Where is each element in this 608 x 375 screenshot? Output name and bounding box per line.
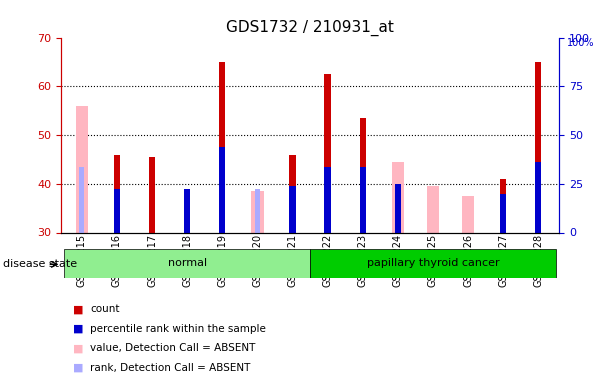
Bar	[392, 162, 404, 232]
Title: GDS1732 / 210931_at: GDS1732 / 210931_at	[226, 20, 394, 36]
Text: value, Detection Call = ABSENT: value, Detection Call = ABSENT	[90, 344, 255, 353]
Bar	[359, 118, 366, 232]
Text: rank, Detection Call = ABSENT: rank, Detection Call = ABSENT	[90, 363, 250, 373]
Bar	[500, 179, 506, 232]
Bar	[500, 194, 506, 232]
Text: percentile rank within the sample: percentile rank within the sample	[90, 324, 266, 334]
Bar	[289, 154, 295, 232]
Text: 100%: 100%	[567, 38, 594, 48]
Bar	[289, 186, 295, 232]
Bar	[535, 62, 542, 232]
Text: ■: ■	[73, 304, 83, 314]
Bar	[359, 166, 366, 232]
Text: disease state: disease state	[3, 260, 77, 269]
Bar	[64, 249, 310, 278]
Bar	[149, 157, 155, 232]
Text: normal: normal	[168, 258, 207, 268]
Bar	[427, 186, 439, 232]
Bar	[462, 196, 474, 232]
Bar	[219, 62, 226, 232]
Bar	[535, 162, 542, 232]
Bar	[255, 189, 260, 232]
Text: papillary thyroid cancer: papillary thyroid cancer	[367, 258, 499, 268]
Bar	[79, 166, 85, 232]
Text: ■: ■	[73, 324, 83, 334]
Text: ■: ■	[73, 363, 83, 373]
Bar	[114, 189, 120, 232]
Bar	[184, 189, 190, 232]
Bar	[251, 191, 263, 232]
Text: ■: ■	[73, 344, 83, 353]
Bar	[395, 184, 401, 232]
Bar	[219, 147, 226, 232]
Bar	[310, 249, 556, 278]
Bar	[76, 106, 88, 232]
Bar	[114, 154, 120, 232]
Bar	[325, 166, 331, 232]
Bar	[325, 74, 331, 232]
Text: count: count	[90, 304, 120, 314]
